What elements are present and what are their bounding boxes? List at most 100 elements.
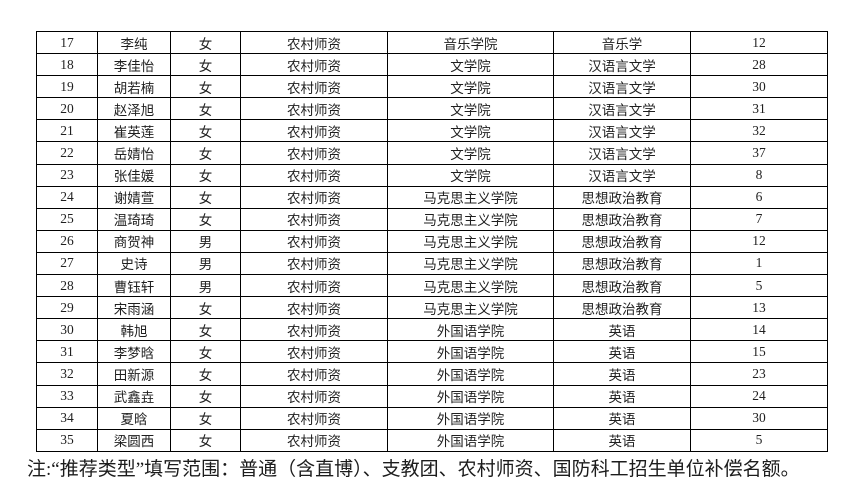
table-row: 26 商贺神男农村师资 马克思主义学院 思想政治教育 12 [36, 229, 828, 253]
table-cell: 农村师资 [240, 163, 388, 187]
table-cell: 胡若楠 [97, 75, 171, 99]
table-cell: 思想政治教育 [553, 207, 691, 231]
table-cell: 史诗 [97, 251, 171, 276]
table-cell: 男 [170, 251, 241, 276]
table-cell: 23 [36, 163, 98, 187]
table-cell: 外国语学院 [387, 384, 554, 408]
table-cell: 思想政治教育 [553, 251, 691, 276]
table-cell: 李佳怡 [97, 53, 171, 77]
table-cell: 28 [36, 274, 98, 298]
table-cell: 女 [170, 406, 241, 430]
table-body: 17 李纯女农村师资 音乐学院 音乐学 12 18 李佳怡女农村师资 文学院 汉语言文学 28 19… [36, 30, 828, 453]
table-cell: 李纯 [97, 30, 171, 55]
table-cell: 34 [36, 406, 98, 430]
table-cell: 31 [36, 340, 98, 364]
table-cell: 女 [170, 362, 241, 386]
table-row: 27 史诗男农村师资 马克思主义学院 思想政治教育 1 [36, 251, 828, 276]
table-cell: 21 [36, 119, 98, 143]
table-row: 24 谢婧萱女农村师资 马克思主义学院 思想政治教育 6 [36, 185, 828, 209]
table-cell: 汉语言文学 [553, 53, 691, 77]
table-row: 23 张佳媛女农村师资 文学院 汉语言文学 8 [36, 163, 828, 187]
table-cell: 8 [690, 163, 828, 187]
table-cell: 英语 [553, 384, 691, 408]
table-row: 32 田新源女农村师资 外国语学院 英语 23 [36, 362, 828, 386]
table-row: 30 韩旭女农村师资 外国语学院 英语 14 [36, 318, 828, 342]
table-cell: 马克思主义学院 [387, 229, 554, 253]
table-cell: 女 [170, 185, 241, 209]
table-cell: 谢婧萱 [97, 185, 171, 209]
table-cell: 25 [36, 207, 98, 231]
table-cell: 马克思主义学院 [387, 274, 554, 298]
table-cell: 女 [170, 428, 241, 453]
table-cell: 思想政治教育 [553, 229, 691, 253]
table-cell: 农村师资 [240, 296, 388, 320]
table-cell: 35 [36, 428, 98, 453]
table-cell: 汉语言文学 [553, 163, 691, 187]
table-row: 33 武鑫垚女农村师资 外国语学院 英语 24 [36, 384, 828, 408]
table-row: 22 岳婧怡女农村师资 文学院 汉语言文学 37 [36, 141, 828, 165]
table-cell: 5 [690, 428, 828, 453]
table-cell: 农村师资 [240, 362, 388, 386]
table-cell: 曹钰轩 [97, 274, 171, 298]
table-cell: 崔英莲 [97, 119, 171, 143]
table-cell: 音乐学 [553, 30, 691, 55]
table-cell: 外国语学院 [387, 340, 554, 364]
table-row: 19 胡若楠女农村师资 文学院 汉语言文学 30 [36, 75, 828, 99]
table-cell: 女 [170, 318, 241, 342]
table-cell: 汉语言文学 [553, 141, 691, 165]
table-cell: 英语 [553, 428, 691, 453]
table-cell: 思想政治教育 [553, 274, 691, 298]
table-cell: 5 [690, 274, 828, 298]
table-cell: 男 [170, 229, 241, 253]
table-cell: 31 [690, 97, 828, 121]
table-cell: 李梦晗 [97, 340, 171, 364]
table-cell: 马克思主义学院 [387, 296, 554, 320]
table-cell: 农村师资 [240, 428, 388, 453]
table-cell: 女 [170, 141, 241, 165]
table-cell: 23 [690, 362, 828, 386]
table-cell: 农村师资 [240, 229, 388, 253]
table-cell: 农村师资 [240, 384, 388, 408]
table-cell: 外国语学院 [387, 318, 554, 342]
table-row: 29 宋雨涵女农村师资 马克思主义学院 思想政治教育 13 [36, 296, 828, 320]
table-cell: 武鑫垚 [97, 384, 171, 408]
table-cell: 女 [170, 340, 241, 364]
table-cell: 农村师资 [240, 406, 388, 430]
table-cell: 岳婧怡 [97, 141, 171, 165]
table-cell: 农村师资 [240, 340, 388, 364]
table-cell: 24 [36, 185, 98, 209]
table-cell: 马克思主义学院 [387, 251, 554, 276]
table-cell: 夏晗 [97, 406, 171, 430]
table-cell: 外国语学院 [387, 428, 554, 453]
table-row: 28 曹钰轩男农村师资 马克思主义学院 思想政治教育 5 [36, 274, 828, 298]
table-cell: 农村师资 [240, 251, 388, 276]
table-cell: 英语 [553, 362, 691, 386]
table-cell: 汉语言文学 [553, 119, 691, 143]
table-cell: 外国语学院 [387, 406, 554, 430]
table-cell: 32 [36, 362, 98, 386]
table-cell: 马克思主义学院 [387, 207, 554, 231]
table-cell: 农村师资 [240, 97, 388, 121]
table-cell: 12 [690, 229, 828, 253]
table-cell: 农村师资 [240, 318, 388, 342]
table-cell: 赵泽旭 [97, 97, 171, 121]
table-cell: 音乐学院 [387, 30, 554, 55]
table-cell: 14 [690, 318, 828, 342]
table-cell: 韩旭 [97, 318, 171, 342]
table-cell: 30 [690, 406, 828, 430]
table-cell: 农村师资 [240, 119, 388, 143]
table-cell: 田新源 [97, 362, 171, 386]
table-cell: 英语 [553, 406, 691, 430]
table-cell: 思想政治教育 [553, 296, 691, 320]
table-row: 21 崔英莲女农村师资 文学院 汉语言文学 32 [36, 119, 828, 143]
table-row: 20 赵泽旭女农村师资 文学院 汉语言文学 31 [36, 97, 828, 121]
table-cell: 温琦琦 [97, 207, 171, 231]
table-cell: 农村师资 [240, 53, 388, 77]
table-cell: 17 [36, 30, 98, 55]
table-cell: 思想政治教育 [553, 185, 691, 209]
table-row: 18 李佳怡女农村师资 文学院 汉语言文学 28 [36, 53, 828, 77]
table-cell: 女 [170, 30, 241, 55]
table-cell: 30 [690, 75, 828, 99]
table-cell: 张佳媛 [97, 163, 171, 187]
table-cell: 28 [690, 53, 828, 77]
